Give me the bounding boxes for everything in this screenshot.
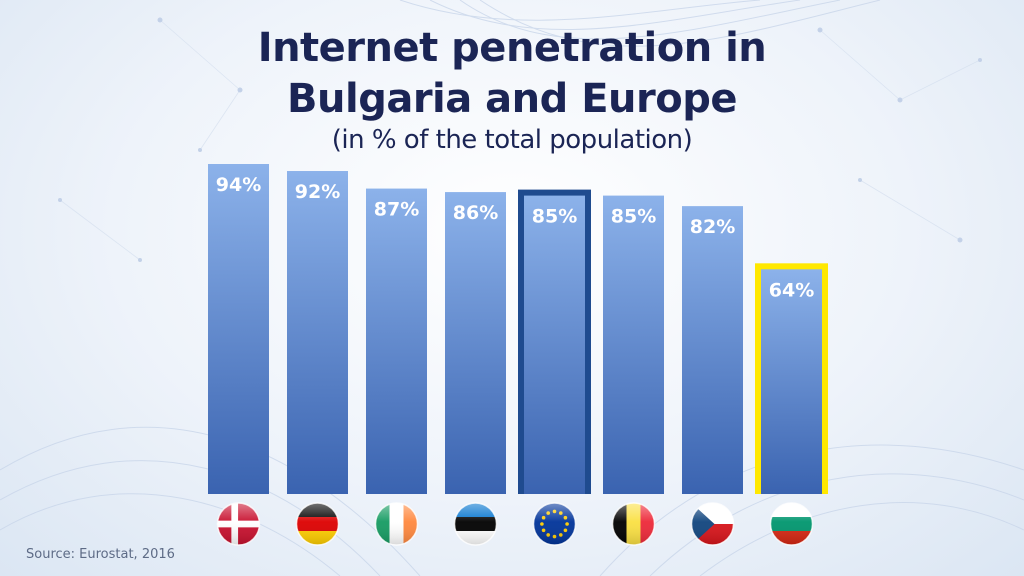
- bar-belgium: [603, 195, 664, 494]
- chart-title-line1: Internet penetration in: [257, 25, 767, 71]
- czech-flag-icon: [690, 502, 735, 546]
- data-label-2: 87%: [374, 199, 419, 221]
- eu-flag-icon: [532, 502, 577, 546]
- bulgaria-flag-icon: [769, 502, 814, 546]
- data-label-0: 94%: [216, 174, 261, 196]
- bar-bulgaria: [761, 269, 822, 494]
- estonia-flag-icon: [453, 502, 498, 546]
- data-label-6: 82%: [690, 216, 735, 238]
- ireland-flag-icon: [374, 502, 419, 546]
- bar-eu: [524, 195, 585, 494]
- data-label-1: 92%: [295, 181, 340, 203]
- data-label-7: 64%: [769, 279, 814, 301]
- bar-ireland: [366, 188, 427, 494]
- germany-flag-icon: [295, 502, 340, 546]
- denmark-flag-icon: [216, 502, 261, 546]
- bar-denmark: [208, 164, 269, 494]
- bar-czech-republic: [682, 206, 743, 494]
- data-label-3: 86%: [453, 202, 498, 224]
- bar-estonia: [445, 192, 506, 494]
- bar-germany: [287, 171, 348, 494]
- data-label-4: 85%: [532, 206, 577, 228]
- chart-title-line2: Bulgaria and Europe: [287, 76, 737, 122]
- source-note: Source: Eurostat, 2016: [26, 547, 175, 562]
- chart-subtitle: (in % of the total population): [331, 125, 693, 155]
- belgium-flag-icon: [611, 502, 656, 546]
- data-label-5: 85%: [611, 206, 656, 228]
